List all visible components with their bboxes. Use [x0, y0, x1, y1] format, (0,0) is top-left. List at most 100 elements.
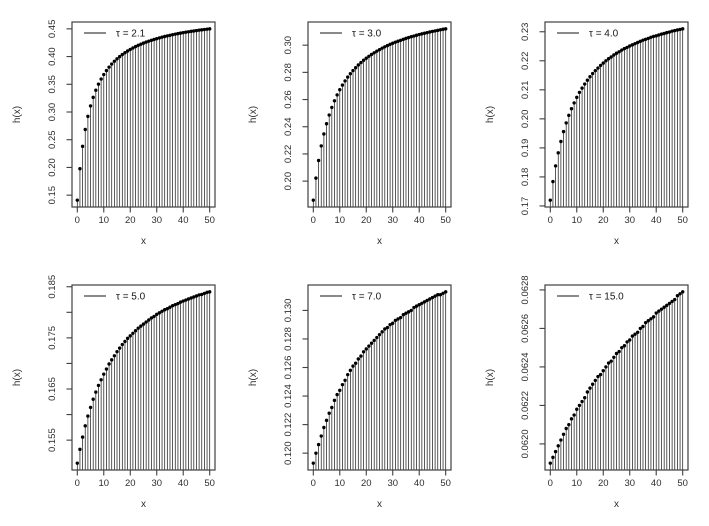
svg-text:50: 50: [677, 478, 688, 489]
svg-text:30: 30: [388, 215, 399, 226]
svg-text:0: 0: [547, 478, 552, 489]
svg-text:0.20: 0.20: [520, 110, 531, 128]
svg-text:0.120: 0.120: [283, 441, 294, 465]
svg-text:x: x: [377, 499, 382, 510]
svg-text:0.0622: 0.0622: [520, 391, 531, 420]
stem-plot-svg: 0 10 20 30 40 50 0.120 0.122 0.124 0.126 0.128 0.13…: [248, 284, 452, 510]
stem-plot-svg: 0 10 20 30 40 50 0.0620 0.0622 0.0624 0.0626 0.062…: [485, 275, 689, 510]
svg-text:0.165: 0.165: [47, 377, 58, 401]
svg-text:50: 50: [677, 215, 688, 226]
svg-text:10: 10: [98, 478, 109, 489]
svg-text:30: 30: [624, 215, 635, 226]
svg-text:50: 50: [204, 215, 215, 226]
svg-text:h(x): h(x): [485, 369, 496, 386]
stem-plot-panel-tau-7-0: 0 10 20 30 40 50 0.120 0.122 0.124 0.126 0.128 0.13…: [236, 263, 472, 526]
svg-text:0.124: 0.124: [283, 384, 294, 408]
svg-text:40: 40: [651, 478, 662, 489]
svg-text:τ = 2.1: τ = 2.1: [116, 29, 146, 40]
svg-text:30: 30: [388, 478, 399, 489]
svg-text:20: 20: [361, 215, 372, 226]
svg-text:0.0624: 0.0624: [520, 352, 531, 381]
svg-text:20: 20: [598, 478, 609, 489]
svg-text:0.22: 0.22: [520, 52, 531, 70]
stem-plot-svg: 0 10 20 30 40 50 0.17 0.18 0.19 0.20 0.21 0.22 0.23 x…: [485, 21, 689, 247]
svg-text:10: 10: [335, 215, 346, 226]
svg-text:0.0626: 0.0626: [520, 314, 531, 343]
svg-text:0: 0: [547, 215, 552, 226]
svg-text:40: 40: [178, 478, 189, 489]
svg-text:0.30: 0.30: [283, 36, 294, 54]
svg-text:0.130: 0.130: [283, 299, 294, 323]
svg-text:40: 40: [651, 215, 662, 226]
svg-text:h(x): h(x): [248, 106, 259, 123]
svg-text:τ = 5.0: τ = 5.0: [116, 292, 146, 303]
svg-text:τ = 3.0: τ = 3.0: [352, 29, 382, 40]
svg-text:0: 0: [311, 215, 316, 226]
svg-text:0.24: 0.24: [283, 118, 294, 136]
svg-text:40: 40: [414, 478, 425, 489]
svg-text:0.175: 0.175: [47, 326, 58, 350]
svg-text:h(x): h(x): [248, 369, 259, 386]
stem-plot-panel-tau-3-0: 0 10 20 30 40 50 0.20 0.22 0.24 0.26 0.28 0.30 x h(x)…: [236, 0, 472, 263]
svg-text:50: 50: [204, 478, 215, 489]
svg-text:10: 10: [571, 478, 582, 489]
stem-plot-panel-tau-15-0: 0 10 20 30 40 50 0.0620 0.0622 0.0624 0.0626 0.062…: [473, 263, 709, 526]
svg-text:0.20: 0.20: [283, 172, 294, 190]
svg-text:0.20: 0.20: [47, 158, 58, 176]
svg-text:20: 20: [361, 478, 372, 489]
svg-text:τ = 15.0: τ = 15.0: [589, 292, 624, 303]
svg-text:0.30: 0.30: [47, 103, 58, 121]
svg-text:0.185: 0.185: [47, 275, 58, 299]
svg-text:30: 30: [151, 478, 162, 489]
svg-text:0: 0: [311, 478, 316, 489]
svg-text:0: 0: [75, 478, 80, 489]
svg-text:10: 10: [571, 215, 582, 226]
svg-text:20: 20: [125, 478, 136, 489]
stem-plot-panel-tau-5-0: 0 10 20 30 40 50 0.155 0.165 0.175 0.185 x h(x) τ = …: [0, 263, 236, 526]
svg-text:0.45: 0.45: [47, 20, 58, 38]
svg-text:x: x: [614, 236, 619, 247]
svg-text:30: 30: [151, 215, 162, 226]
svg-text:40: 40: [178, 215, 189, 226]
svg-text:0.22: 0.22: [283, 145, 294, 163]
svg-text:40: 40: [414, 215, 425, 226]
svg-text:0.18: 0.18: [520, 168, 531, 186]
svg-text:τ = 7.0: τ = 7.0: [352, 292, 382, 303]
svg-text:0.128: 0.128: [283, 327, 294, 351]
stem-plot-svg: 0 10 20 30 40 50 0.20 0.22 0.24 0.26 0.28 0.30 x h(x)…: [248, 21, 452, 247]
svg-text:0.0620: 0.0620: [520, 429, 531, 458]
svg-text:x: x: [141, 236, 146, 247]
svg-text:0.19: 0.19: [520, 139, 531, 157]
svg-text:x: x: [141, 499, 146, 510]
svg-text:0.23: 0.23: [520, 23, 531, 41]
svg-text:0.126: 0.126: [283, 356, 294, 380]
svg-text:0.40: 0.40: [47, 47, 58, 65]
svg-text:0.122: 0.122: [283, 413, 294, 437]
svg-text:20: 20: [125, 215, 136, 226]
stem-plot-panel-tau-4-0: 0 10 20 30 40 50 0.17 0.18 0.19 0.20 0.21 0.22 0.23 x…: [473, 0, 709, 263]
svg-text:0: 0: [75, 215, 80, 226]
svg-text:10: 10: [98, 215, 109, 226]
stem-plot-panel-tau-2-1: 0 10 20 30 40 50 0.15 0.20 0.25 0.30 0.35 0.40 0.45 x…: [0, 0, 236, 263]
svg-text:0.35: 0.35: [47, 75, 58, 93]
stem-plot-svg: 0 10 20 30 40 50 0.155 0.165 0.175 0.185 x h(x) τ = …: [12, 275, 216, 510]
svg-text:0.26: 0.26: [283, 90, 294, 108]
svg-text:0.15: 0.15: [47, 186, 58, 204]
svg-text:20: 20: [598, 215, 609, 226]
svg-text:x: x: [377, 236, 382, 247]
svg-text:0.25: 0.25: [47, 130, 58, 148]
svg-text:τ = 4.0: τ = 4.0: [589, 29, 619, 40]
stem-plot-svg: 0 10 20 30 40 50 0.15 0.20 0.25 0.30 0.35 0.40 0.45 x…: [12, 20, 216, 247]
svg-text:0.28: 0.28: [283, 63, 294, 81]
svg-text:h(x): h(x): [12, 369, 23, 386]
svg-text:50: 50: [441, 478, 452, 489]
svg-text:30: 30: [624, 478, 635, 489]
svg-text:0.17: 0.17: [520, 197, 531, 215]
svg-text:0.0628: 0.0628: [520, 275, 531, 304]
svg-text:h(x): h(x): [485, 106, 496, 123]
svg-text:0.21: 0.21: [520, 81, 531, 99]
svg-text:10: 10: [335, 478, 346, 489]
svg-text:x: x: [614, 499, 619, 510]
svg-text:50: 50: [441, 215, 452, 226]
